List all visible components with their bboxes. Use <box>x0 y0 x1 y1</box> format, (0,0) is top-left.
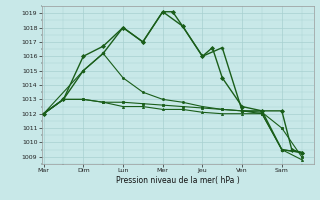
X-axis label: Pression niveau de la mer( hPa ): Pression niveau de la mer( hPa ) <box>116 176 239 185</box>
